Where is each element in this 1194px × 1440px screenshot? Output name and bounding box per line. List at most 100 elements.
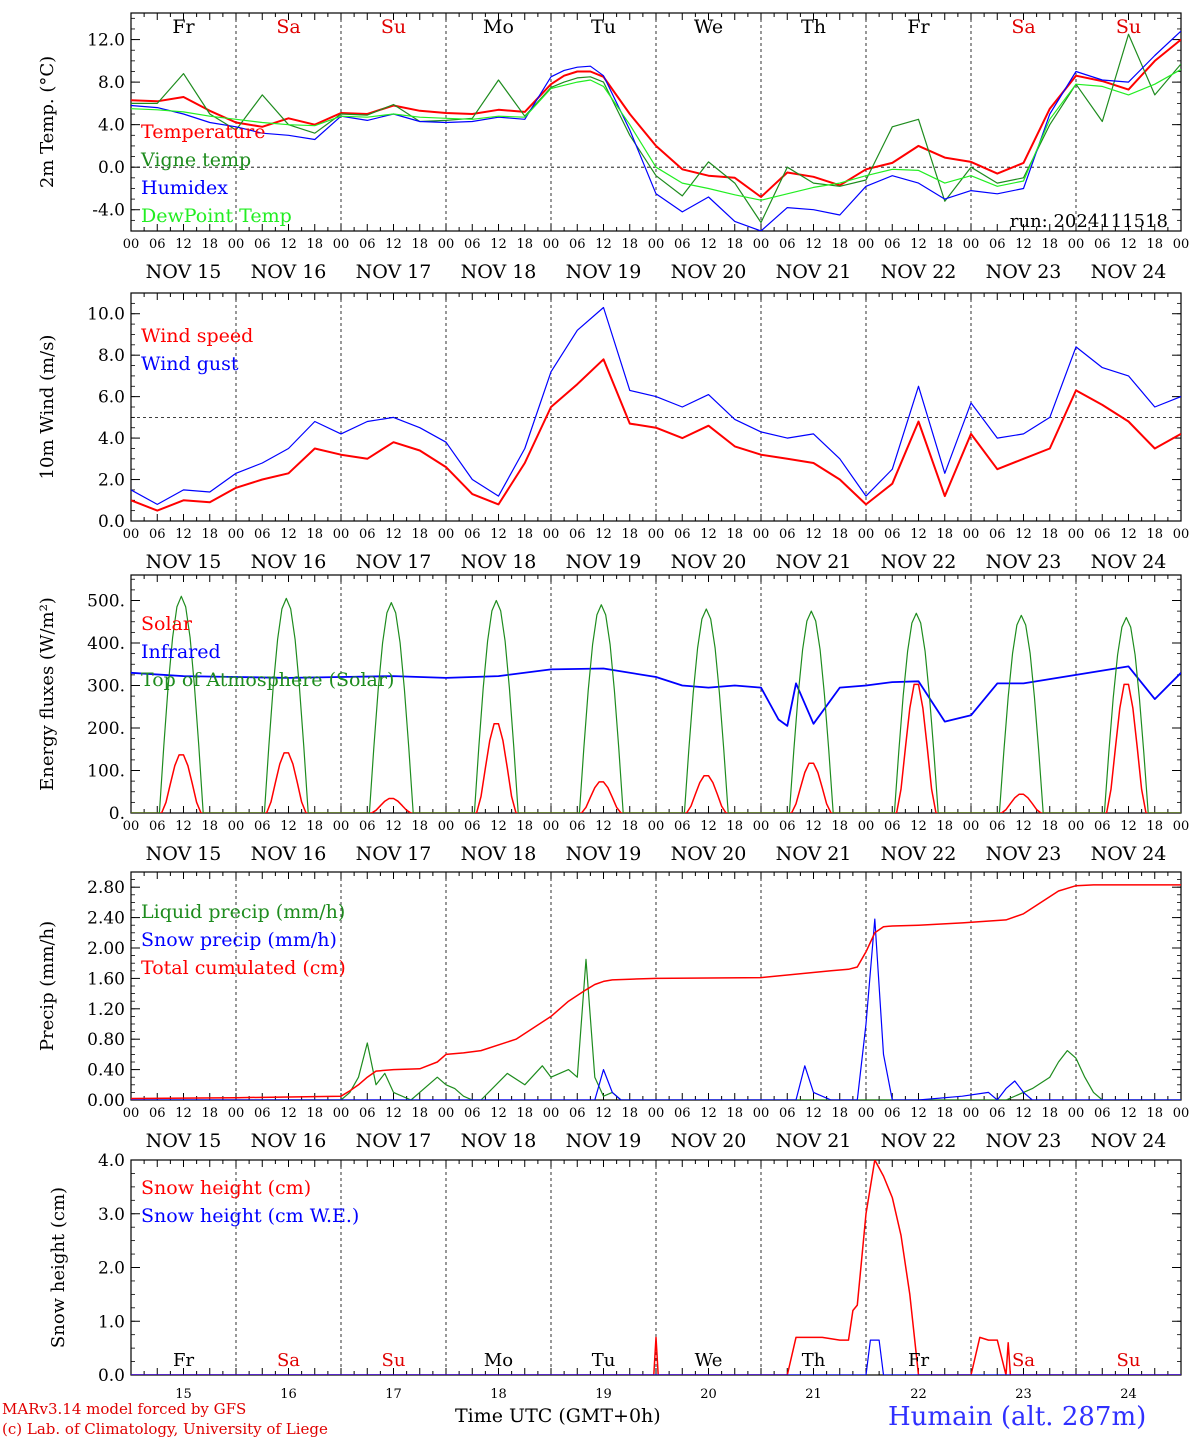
date-label: NOV 24 — [1091, 843, 1167, 865]
series-line-snow-height-cm- — [131, 1160, 1181, 1375]
hour-tick-label: 06 — [359, 1106, 376, 1121]
date-label: NOV 15 — [146, 551, 222, 573]
date-label: NOV 23 — [986, 261, 1062, 283]
hour-tick-label: 06 — [884, 237, 901, 252]
chart-panel-5: 4.0 3.0 2.0 1.0 0.0 Snow height (cm) Snow heig… — [48, 1151, 1182, 1386]
hour-tick-label: 00 — [228, 1106, 245, 1121]
series-line-solar — [131, 683, 1181, 813]
date-label: NOV 23 — [986, 1130, 1062, 1152]
date-label: NOV 21 — [776, 843, 852, 865]
hour-tick-label: 18 — [1146, 819, 1163, 834]
date-label: NOV 15 — [146, 261, 222, 283]
hour-tick-label: 18 — [516, 1106, 533, 1121]
hour-tick-label: 00 — [1068, 237, 1085, 252]
y-tick-label: 0.40 — [87, 1061, 125, 1081]
date-label: NOV 21 — [776, 551, 852, 573]
station-label: Humain (alt. 287m) — [888, 1402, 1147, 1432]
y-tick-label: 4.0 — [98, 429, 125, 449]
legend-entry: Wind speed — [141, 325, 253, 347]
y-tick-label: 3.0 — [98, 1205, 125, 1225]
legend-entry: Solar — [141, 613, 193, 635]
hour-tick-label: 18 — [306, 527, 323, 542]
series-line-wind-gust — [131, 306, 1181, 505]
date-label: NOV 23 — [986, 551, 1062, 573]
series-line-liquid-precip-mm-h- — [131, 958, 1181, 1100]
hour-tick-label: 00 — [858, 527, 875, 542]
date-label: NOV 20 — [671, 551, 747, 573]
hour-tick-label: 00 — [963, 819, 980, 834]
hour-tick-label: 00 — [1068, 1106, 1085, 1121]
hour-tick-label: 06 — [1094, 237, 1111, 252]
hour-tick-label: 12 — [595, 237, 612, 252]
hour-tick-label: 12 — [175, 1106, 192, 1121]
hour-tick-label: 06 — [359, 527, 376, 542]
y-tick-label: 8.0 — [98, 346, 125, 366]
hour-tick-label: 00 — [333, 527, 350, 542]
hour-tick-label: 00 — [123, 1106, 140, 1121]
hour-tick-label: 12 — [175, 527, 192, 542]
legend-entry: Top of Atmosphere (Solar) — [141, 669, 394, 691]
date-label: NOV 19 — [566, 261, 642, 283]
hour-tick-label: 00 — [123, 237, 140, 252]
hour-tick-label: 06 — [779, 1106, 796, 1121]
chart-panel-4: 2.80 2.40 2.00 1.60 1.20 0.80 0.40 0.00 Precip (… — [37, 871, 1190, 1152]
y-axis-label: Energy fluxes (W/m²) — [37, 597, 58, 791]
date-label: NOV 18 — [461, 551, 537, 573]
day-number-label: 17 — [385, 1387, 402, 1400]
hour-tick-label: 12 — [805, 527, 822, 542]
hour-tick-label: 00 — [543, 819, 560, 834]
hour-tick-label: 18 — [831, 1106, 848, 1121]
hour-tick-label: 06 — [884, 1106, 901, 1121]
day-number-label: 23 — [1015, 1387, 1032, 1400]
hour-tick-label: 12 — [385, 819, 402, 834]
y-tick-label: 2.80 — [87, 878, 125, 898]
hour-tick-label: 06 — [989, 1106, 1006, 1121]
series-line-dewpoint-temp — [131, 68, 1181, 201]
hour-tick-label: 00 — [228, 527, 245, 542]
legend-entry: Snow height (cm) — [141, 1177, 311, 1199]
hour-tick-label: 12 — [700, 1106, 717, 1121]
hour-tick-label: 00 — [1173, 1106, 1190, 1121]
hour-tick-label: 00 — [123, 527, 140, 542]
hour-tick-label: 12 — [490, 819, 507, 834]
hour-tick-label: 00 — [858, 237, 875, 252]
legend-entry: Total cumulated (cm) — [141, 957, 346, 979]
y-tick-label: 2.0 — [98, 1259, 125, 1279]
hour-tick-label: 06 — [884, 819, 901, 834]
weekday-label-top: We — [694, 16, 723, 38]
hour-tick-label: 18 — [201, 819, 218, 834]
hour-tick-label: 00 — [963, 237, 980, 252]
hour-tick-label: 18 — [621, 527, 638, 542]
hour-tick-label: 06 — [989, 527, 1006, 542]
hour-tick-label: 18 — [411, 1106, 428, 1121]
date-label: NOV 23 — [986, 843, 1062, 865]
chart-panel-2: 10.0 8.0 6.0 4.0 2.0 0.0 10m Wind (m/s) Wind sp… — [37, 292, 1189, 573]
hour-tick-label: 06 — [674, 527, 691, 542]
y-tick-label: 2.0 — [98, 471, 125, 491]
y-tick-label: 6.0 — [98, 388, 125, 408]
hour-tick-label: 12 — [1015, 1106, 1032, 1121]
y-tick-label: 8.0 — [98, 73, 125, 93]
hour-tick-label: 18 — [831, 819, 848, 834]
hour-tick-label: 12 — [385, 527, 402, 542]
hour-tick-label: 06 — [1094, 1106, 1111, 1121]
hour-tick-label: 00 — [648, 527, 665, 542]
hour-tick-label: 06 — [989, 237, 1006, 252]
y-tick-label: 100. — [87, 762, 125, 782]
hour-tick-label: 12 — [1015, 819, 1032, 834]
hour-tick-label: 00 — [858, 1106, 875, 1121]
hour-tick-label: 18 — [726, 1106, 743, 1121]
hour-tick-label: 06 — [779, 527, 796, 542]
hour-tick-label: 06 — [149, 1106, 166, 1121]
weekday-label-bottom: Tu — [592, 1350, 616, 1371]
date-label: NOV 22 — [881, 551, 957, 573]
hour-tick-label: 00 — [753, 819, 770, 834]
hour-tick-label: 06 — [464, 1106, 481, 1121]
day-number-label: 16 — [280, 1387, 297, 1400]
series-line-top-of-atmosphere-solar- — [131, 595, 1181, 813]
hour-tick-label: 12 — [385, 1106, 402, 1121]
credit-line-1: MARv3.14 model forced by GFS — [2, 1400, 247, 1418]
hour-tick-label: 06 — [464, 237, 481, 252]
hour-tick-label: 00 — [228, 819, 245, 834]
hour-tick-label: 18 — [306, 237, 323, 252]
